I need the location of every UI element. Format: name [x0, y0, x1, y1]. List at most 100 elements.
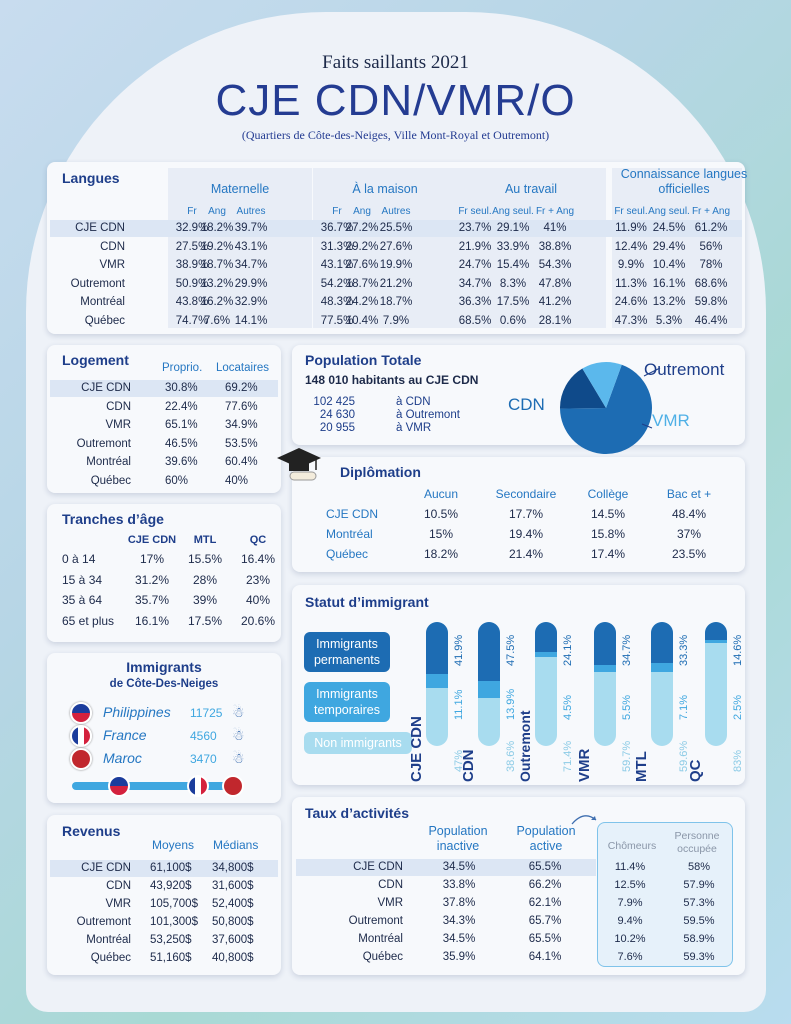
legend-non-immigrants: Non immigrants — [304, 732, 412, 754]
population-place: à CDN — [396, 396, 431, 408]
revenus-cell: 37,600$ — [212, 934, 254, 946]
revenus-card — [47, 815, 281, 975]
revenus-highlight-row — [50, 860, 278, 877]
arrow-icon — [571, 815, 597, 825]
revenus-cell: 34,800$ — [212, 862, 254, 874]
revenus-row-label: CDN — [106, 880, 131, 892]
revenus-cell: 61,100$ — [150, 862, 192, 874]
statut-category-label: CDN — [460, 749, 477, 783]
logement-row-label: Québec — [90, 474, 131, 487]
ages-cell: 31.2% — [134, 572, 170, 587]
langues-cell: 59.8% — [694, 296, 728, 308]
morocco-flag-icon — [222, 775, 244, 797]
diplomation-cell: 17.4% — [590, 547, 626, 561]
langues-subhead: Fr seul. — [458, 206, 492, 217]
langues-title: Langues — [62, 170, 120, 186]
langues-cell: 27.6% — [345, 259, 379, 271]
langues-cell: 29.9% — [234, 277, 268, 290]
langues-cell: 39.7% — [234, 222, 268, 234]
statut-value-permanents: 47.5% — [505, 634, 517, 666]
ages-cell: 40% — [245, 593, 271, 607]
statut-seg-permanents — [478, 622, 500, 681]
langues-cell: 27.5% — [175, 240, 209, 253]
langues-group-shade — [456, 168, 606, 328]
langues-cell: 23.7% — [458, 222, 492, 234]
langues-subhead: Fr — [187, 206, 197, 217]
diplomation-card — [292, 457, 745, 572]
statut-seg-permanents — [651, 622, 673, 664]
revenus-cell: 53,250$ — [150, 934, 192, 946]
diplomation-cell: 37% — [676, 527, 702, 541]
legend-non-immigrants-label: Non immigrants — [314, 736, 402, 750]
logement-row-label: Montréal — [86, 456, 131, 468]
ages-col-header: QC — [249, 534, 267, 546]
taux-cell: 37.8% — [442, 897, 476, 909]
diplomation-col-header: Aucun — [423, 487, 459, 501]
langues-cell: 32.9% — [175, 222, 209, 234]
pie-slice-vmr — [582, 362, 622, 408]
taux-cell: 58% — [687, 861, 711, 873]
langues-cell: 54.3% — [538, 259, 572, 271]
langues-group-header: À la maison — [352, 182, 418, 196]
logement-cell: 69.2% — [225, 382, 258, 394]
langues-cell: 38.9% — [175, 259, 209, 271]
langues-cell: 10.4% — [652, 259, 686, 271]
langues-cell: 13.2% — [652, 296, 686, 308]
revenus-cell: 51,160$ — [150, 952, 192, 964]
langues-cell: 32.9% — [234, 296, 268, 308]
diplomation-row-label: CJE CDN — [326, 507, 379, 521]
langues-cell: 7.6% — [203, 314, 231, 327]
population-pie — [560, 362, 661, 454]
taux-cell: 65.5% — [528, 861, 562, 873]
logement-highlight-row — [50, 380, 278, 397]
revenus-cell: 40,800$ — [212, 952, 254, 964]
langues-group-shade — [612, 168, 742, 328]
philippines-flag-icon — [70, 702, 92, 724]
taux-cell: 7.9% — [617, 897, 643, 909]
logement-cell: 77.6% — [225, 400, 258, 413]
taux-cell: 35.9% — [442, 951, 476, 963]
langues-cell: 27.6% — [379, 240, 413, 253]
taux-cell: 62.1% — [528, 897, 562, 909]
langues-cell: 68.6% — [694, 277, 728, 290]
logement-cell: 22.4% — [165, 400, 198, 413]
statut-value-permanents: 34.7% — [621, 634, 633, 666]
statut-seg-permanents — [705, 622, 727, 641]
langues-row-label: CDN — [100, 240, 125, 253]
diplomation-col-header: Collège — [587, 487, 629, 501]
taux-cell: 12.5% — [614, 879, 646, 891]
diplomation-cell: 23.5% — [671, 547, 707, 561]
langues-cell: 41% — [543, 222, 567, 234]
revenus-col-header: Médians — [213, 838, 259, 852]
taux-row-label: Outremont — [348, 915, 403, 927]
immigrants-slider-track — [72, 782, 242, 790]
ages-cell: 16.1% — [134, 613, 170, 628]
langues-cell: 61.2% — [694, 222, 728, 234]
statut-seg-temporaires — [535, 651, 557, 658]
statut-category-label: Outremont — [517, 710, 533, 782]
langues-cell: 38.8% — [538, 240, 572, 253]
ages-cell: 16.4% — [240, 552, 276, 566]
legend-permanents: Immigrants permanents — [304, 632, 390, 672]
statut-seg-permanents — [426, 622, 448, 674]
pie-label-vmr: VMR — [652, 411, 690, 430]
taux-cell: 59.3% — [683, 951, 715, 963]
diplomation-cell: 48.4% — [671, 507, 707, 521]
langues-cell: 21.2% — [379, 277, 413, 290]
revenus-cell: 50,800$ — [212, 916, 254, 928]
langues-cell: 43.1% — [320, 259, 354, 271]
pie-slice-cdn — [560, 364, 652, 454]
revenus-cell: 31,600$ — [212, 880, 254, 892]
langues-cell: 29.1% — [496, 222, 530, 234]
statut-seg-permanents — [535, 622, 557, 652]
taux-subcol-header: Personne occupée — [674, 830, 720, 855]
pie-slice-outremont — [560, 368, 606, 409]
logement-cell: 60% — [165, 474, 189, 487]
diplomation-cell: 19.4% — [508, 527, 544, 541]
revenus-row-label: Montréal — [86, 934, 131, 946]
statut-value-temporaires: 7.1% — [678, 694, 690, 720]
taux-cell: 9.4% — [617, 915, 643, 927]
langues-cell: 13.2% — [200, 277, 234, 290]
revenus-title: Revenus — [62, 823, 121, 839]
people-icon: ☃ — [232, 704, 245, 720]
